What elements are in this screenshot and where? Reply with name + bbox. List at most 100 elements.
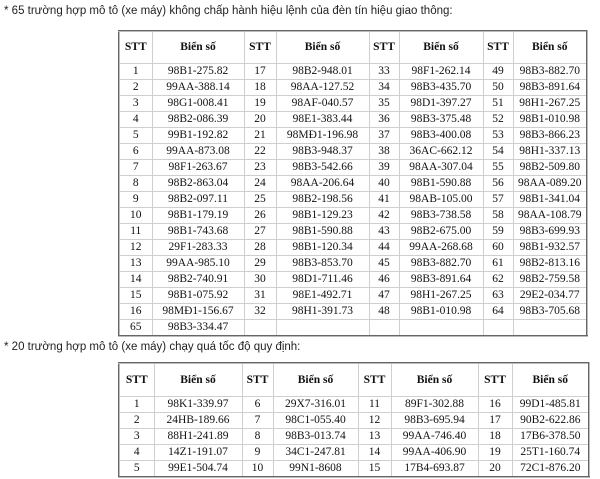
table-row: 5 99B1-192.82 21 98MĐ1-196.98 37 98B3-400.08 5… (118, 127, 588, 144)
table-row: 1 98B1-275.82 17 98B2-948.01 33 98F1-262.14 49… (118, 63, 588, 80)
stt-cell: 12 (357, 412, 392, 429)
plate-number-cell: 99B1-192.82 (151, 127, 245, 144)
plate-number-cell: 98B3-705.68 (512, 303, 588, 320)
plate-number-cell: 98H1-267.25 (398, 287, 484, 304)
table-row: 4 98B2-086.39 20 98E1-383.44 36 98B3-375.48 52… (118, 111, 588, 128)
plate-number-cell: 99AA-746.40 (390, 428, 479, 445)
stt-cell: 54 (482, 143, 514, 160)
plate-number-cell: 98AA-307.04 (398, 159, 484, 176)
plate-number-cell: 98MĐ1-156.67 (151, 303, 245, 320)
plate-number-cell: 98B1-341.04 (512, 191, 588, 208)
plate-column-header: Biển số (512, 30, 588, 64)
plate-number-cell: 98B3-738.58 (398, 207, 484, 224)
table-row: 1 98K1-339.97 6 29X7-316.01 11 89F1-302.88 16 9… (118, 396, 590, 413)
stt-cell: 13 (118, 255, 153, 272)
stt-cell: 15 (357, 460, 392, 478)
plate-number-cell: 98B3-013.74 (272, 428, 359, 445)
stt-cell: 50 (482, 79, 514, 96)
plate-number-cell: 29X7-316.01 (272, 396, 359, 413)
plate-column-header: Biển số (153, 362, 243, 397)
red-light-violations-note: * 65 trường hợp mô tô (xe máy) không chấ… (4, 5, 453, 17)
stt-cell: 10 (241, 460, 274, 478)
plate-number-cell: 88H1-241.89 (153, 428, 243, 445)
stt-column-header: STT (118, 30, 153, 64)
plate-number-cell: 98H1-337.13 (512, 143, 588, 160)
stt-cell: 40 (368, 175, 400, 192)
table-row: 2 24HB-189.66 7 98C1-055.40 12 98B3-695.94 17 9… (118, 412, 590, 429)
stt-cell: 57 (482, 191, 514, 208)
plate-number-cell: 98F1-262.14 (398, 63, 484, 80)
stt-cell: 3 (118, 95, 153, 112)
plate-number-cell: 98B2-198.56 (275, 191, 370, 208)
table-row: 10 98B1-179.19 26 98B1-129.23 42 98B3-738.58 5… (118, 207, 588, 224)
stt-cell: 10 (118, 207, 153, 224)
stt-cell: 33 (368, 63, 400, 80)
plate-number-cell: 98E1-383.44 (275, 111, 370, 128)
plate-number-cell: 98B1-743.68 (151, 223, 245, 240)
stt-cell: 2 (118, 79, 153, 96)
stt-cell: 39 (368, 159, 400, 176)
plate-number-cell: 17B6-378.50 (511, 428, 590, 445)
plate-number-cell: 99AA-268.68 (398, 239, 484, 256)
plate-number-cell: 99AA-388.14 (151, 79, 245, 96)
stt-cell: 37 (368, 127, 400, 144)
plate-number-cell: 98B2-759.58 (512, 271, 588, 288)
speeding-violations-table: STT Biển số STT Biển số STT Biển số STT Biển số… (118, 362, 590, 478)
stt-column-header: STT (118, 362, 155, 397)
table-row: 5 99E1-504.74 10 99N1-8608 15 17B4-693.87 20 72… (118, 460, 590, 478)
stt-cell: 20 (477, 460, 513, 478)
stt-cell: 9 (118, 191, 153, 208)
stt-cell: 31 (243, 287, 277, 304)
plate-number-cell (275, 319, 370, 337)
stt-cell: 20 (243, 111, 277, 128)
table-row: 9 98B2-097.11 25 98B2-198.56 41 98AB-105.00 57… (118, 191, 588, 208)
plate-number-cell: 98B2-675.00 (398, 223, 484, 240)
plate-column-header: Biển số (272, 362, 359, 397)
stt-cell: 2 (118, 412, 155, 429)
stt-cell: 16 (118, 303, 153, 320)
plate-number-cell: 29F1-283.33 (151, 239, 245, 256)
stt-cell (243, 319, 277, 337)
stt-cell: 19 (477, 444, 513, 461)
stt-cell: 38 (368, 143, 400, 160)
stt-cell: 1 (118, 63, 153, 80)
plate-number-cell: 98B1-179.19 (151, 207, 245, 224)
stt-cell: 58 (482, 207, 514, 224)
plate-number-cell: 98B2-086.39 (151, 111, 245, 128)
plate-number-cell: 98AF-040.57 (275, 95, 370, 112)
plate-number-cell: 98B1-590.88 (275, 223, 370, 240)
stt-cell: 30 (243, 271, 277, 288)
plate-number-cell: 98AA-206.64 (275, 175, 370, 192)
plate-number-cell: 36AC-662.12 (398, 143, 484, 160)
stt-cell: 47 (368, 287, 400, 304)
stt-cell: 51 (482, 95, 514, 112)
plate-number-cell: 98B2-097.11 (151, 191, 245, 208)
stt-cell: 4 (118, 111, 153, 128)
table-header-row: STT Biển số STT Biển số STT Biển số STT Biển số (118, 30, 588, 64)
plate-number-cell: 98D1-397.27 (398, 95, 484, 112)
plate-number-cell: 99D1-485.81 (511, 396, 590, 413)
plate-number-cell: 98B2-509.80 (512, 159, 588, 176)
table-row: 6 99AA-873.08 22 98B3-948.37 38 36AC-662.12 54… (118, 143, 588, 160)
stt-cell: 11 (357, 396, 392, 413)
plate-number-cell: 98MĐ1-196.98 (275, 127, 370, 144)
stt-cell: 43 (368, 223, 400, 240)
stt-cell: 35 (368, 95, 400, 112)
stt-cell: 4 (118, 444, 155, 461)
stt-column-header: STT (368, 30, 400, 64)
stt-cell: 42 (368, 207, 400, 224)
plate-number-cell: 98B3-882.70 (512, 63, 588, 80)
plate-number-cell: 89F1-302.88 (390, 396, 479, 413)
stt-cell: 62 (482, 271, 514, 288)
table-row: 65 98B3-334.47 (118, 319, 588, 337)
stt-column-header: STT (243, 30, 277, 64)
plate-number-cell: 98B1-590.88 (398, 175, 484, 192)
plate-number-cell: 98B2-740.91 (151, 271, 245, 288)
plate-number-cell: 98G1-008.41 (151, 95, 245, 112)
stt-cell: 17 (477, 412, 513, 429)
table-row: 11 98B1-743.68 27 98B1-590.88 43 98B2-675.00 5… (118, 223, 588, 240)
stt-column-header: STT (477, 362, 513, 397)
stt-cell: 24 (243, 175, 277, 192)
plate-column-header: Biển số (390, 362, 479, 397)
stt-cell: 45 (368, 255, 400, 272)
